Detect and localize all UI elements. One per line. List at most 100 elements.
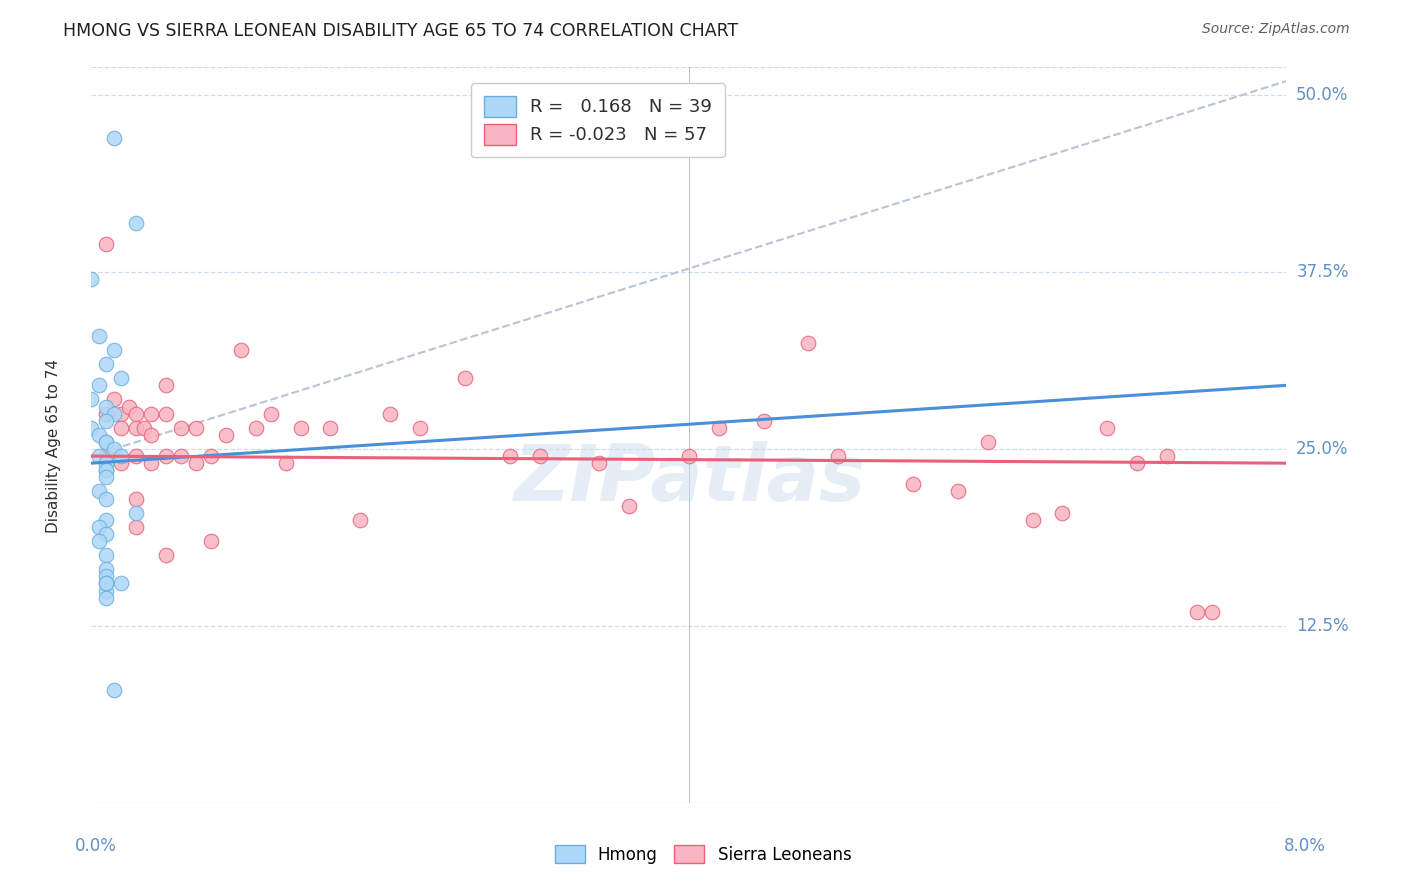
Point	[80, 421, 103, 435]
Point	[87, 520, 110, 534]
Point	[1052, 506, 1074, 520]
Point	[96, 449, 118, 463]
Point	[80, 392, 103, 407]
Point	[87, 427, 110, 442]
Point	[976, 434, 998, 449]
Text: 50.0%: 50.0%	[1296, 87, 1348, 104]
Point	[96, 236, 118, 251]
Point	[141, 407, 162, 421]
Point	[110, 371, 132, 385]
Point	[132, 421, 155, 435]
Text: ZIPatlas: ZIPatlas	[513, 441, 865, 517]
Point	[96, 357, 118, 371]
Point	[378, 407, 402, 421]
Point	[110, 407, 132, 421]
Point	[96, 576, 118, 591]
Point	[290, 421, 312, 435]
Text: HMONG VS SIERRA LEONEAN DISABILITY AGE 65 TO 74 CORRELATION CHART: HMONG VS SIERRA LEONEAN DISABILITY AGE 6…	[63, 22, 738, 40]
Point	[103, 130, 125, 145]
Point	[1156, 449, 1178, 463]
Point	[96, 463, 118, 477]
Text: 8.0%: 8.0%	[1284, 837, 1326, 855]
Point	[274, 456, 297, 470]
Point	[125, 216, 148, 230]
Legend: R =   0.168   N = 39, R = -0.023   N = 57: R = 0.168 N = 39, R = -0.023 N = 57	[471, 83, 725, 158]
Point	[245, 421, 267, 435]
Point	[96, 400, 118, 414]
Point	[797, 335, 820, 350]
Point	[588, 456, 610, 470]
Point	[96, 463, 118, 477]
Point	[96, 434, 118, 449]
Point	[110, 449, 132, 463]
Point	[103, 392, 125, 407]
Text: 37.5%: 37.5%	[1296, 263, 1348, 281]
Text: Disability Age 65 to 74: Disability Age 65 to 74	[46, 359, 60, 533]
Point	[125, 491, 148, 506]
Point	[96, 527, 118, 541]
Point	[87, 484, 110, 499]
Point	[454, 371, 477, 385]
Point	[96, 569, 118, 583]
Point	[155, 407, 177, 421]
Point	[125, 421, 148, 435]
Point	[409, 421, 432, 435]
Point	[617, 499, 640, 513]
Point	[529, 449, 551, 463]
Point	[110, 576, 132, 591]
Point	[87, 378, 110, 392]
Point	[125, 506, 148, 520]
Point	[200, 533, 222, 548]
Point	[96, 407, 118, 421]
Point	[96, 491, 118, 506]
Point	[1021, 513, 1043, 527]
Point	[110, 456, 132, 470]
Point	[96, 583, 118, 598]
Point	[141, 427, 162, 442]
Point	[96, 513, 118, 527]
Point	[96, 562, 118, 576]
Point	[87, 328, 110, 343]
Point	[259, 407, 281, 421]
Point	[80, 272, 103, 286]
Text: 25.0%: 25.0%	[1296, 440, 1348, 458]
Point	[87, 449, 110, 463]
Point	[103, 343, 125, 357]
Point	[170, 449, 193, 463]
Point	[1097, 421, 1119, 435]
Point	[96, 414, 118, 428]
Point	[1201, 605, 1223, 619]
Point	[103, 442, 125, 456]
Point	[96, 470, 118, 484]
Point	[349, 513, 371, 527]
Point	[1126, 456, 1149, 470]
Point	[498, 449, 520, 463]
Point	[141, 456, 162, 470]
Point	[96, 456, 118, 470]
Point	[118, 400, 141, 414]
Point	[96, 434, 118, 449]
Point	[96, 548, 118, 562]
Point	[103, 407, 125, 421]
Text: 12.5%: 12.5%	[1296, 617, 1348, 635]
Point	[103, 682, 125, 697]
Point	[678, 449, 700, 463]
Point	[96, 576, 118, 591]
Point	[215, 427, 238, 442]
Point	[319, 421, 342, 435]
Point	[200, 449, 222, 463]
Point	[125, 520, 148, 534]
Point	[184, 456, 207, 470]
Point	[170, 421, 193, 435]
Point	[229, 343, 252, 357]
Text: Source: ZipAtlas.com: Source: ZipAtlas.com	[1202, 22, 1350, 37]
Point	[96, 591, 118, 605]
Point	[155, 449, 177, 463]
Point	[125, 449, 148, 463]
Point	[901, 477, 924, 491]
Point	[1185, 605, 1208, 619]
Point	[87, 533, 110, 548]
Point	[184, 421, 207, 435]
Point	[946, 484, 969, 499]
Point	[125, 407, 148, 421]
